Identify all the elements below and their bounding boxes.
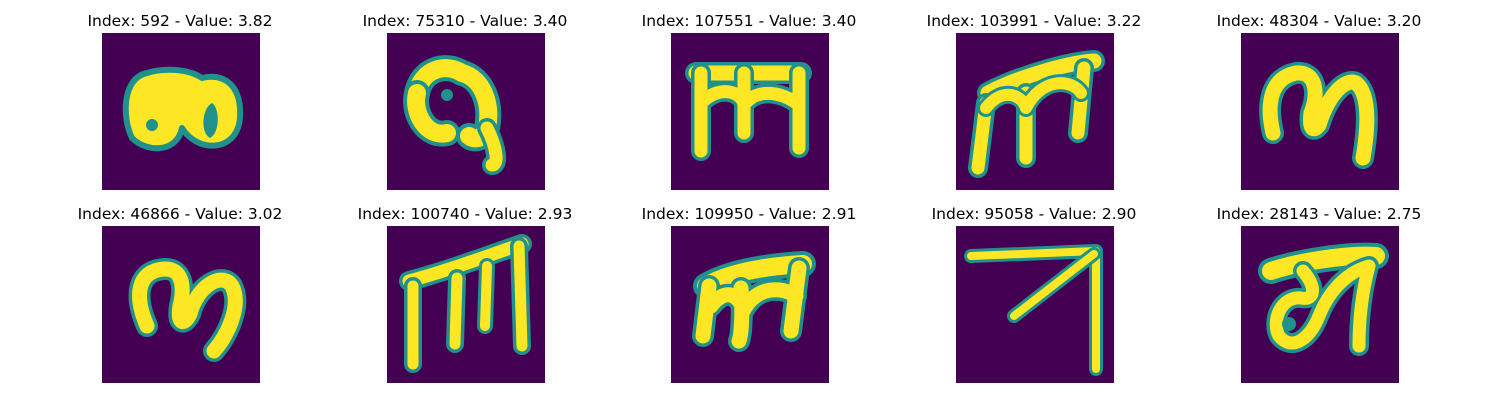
panel-title: Index: 107551 - Value: 3.40 — [641, 12, 857, 30]
glyph-image — [1241, 33, 1399, 190]
panel-title: Index: 103991 - Value: 3.22 — [926, 12, 1142, 30]
glyph-image — [1241, 226, 1399, 383]
glyph-image — [956, 226, 1114, 383]
glyph-image — [102, 33, 260, 190]
panel-title: Index: 109950 - Value: 2.91 — [641, 205, 857, 223]
panel-title: Index: 75310 - Value: 3.40 — [362, 12, 568, 30]
panel-title: Index: 46866 - Value: 3.02 — [77, 205, 283, 223]
glyph-image — [387, 33, 545, 190]
glyph-image — [387, 226, 545, 383]
glyph-image — [671, 33, 829, 190]
glyph-image — [102, 226, 260, 383]
glyph-image — [671, 226, 829, 383]
panel-title: Index: 28143 - Value: 2.75 — [1216, 205, 1422, 223]
panel-title: Index: 48304 - Value: 3.20 — [1216, 12, 1422, 30]
panel-title: Index: 592 - Value: 3.82 — [87, 12, 273, 30]
glyph-image — [956, 33, 1114, 190]
panel-title: Index: 95058 - Value: 2.90 — [931, 205, 1137, 223]
panel-title: Index: 100740 - Value: 2.93 — [357, 205, 573, 223]
